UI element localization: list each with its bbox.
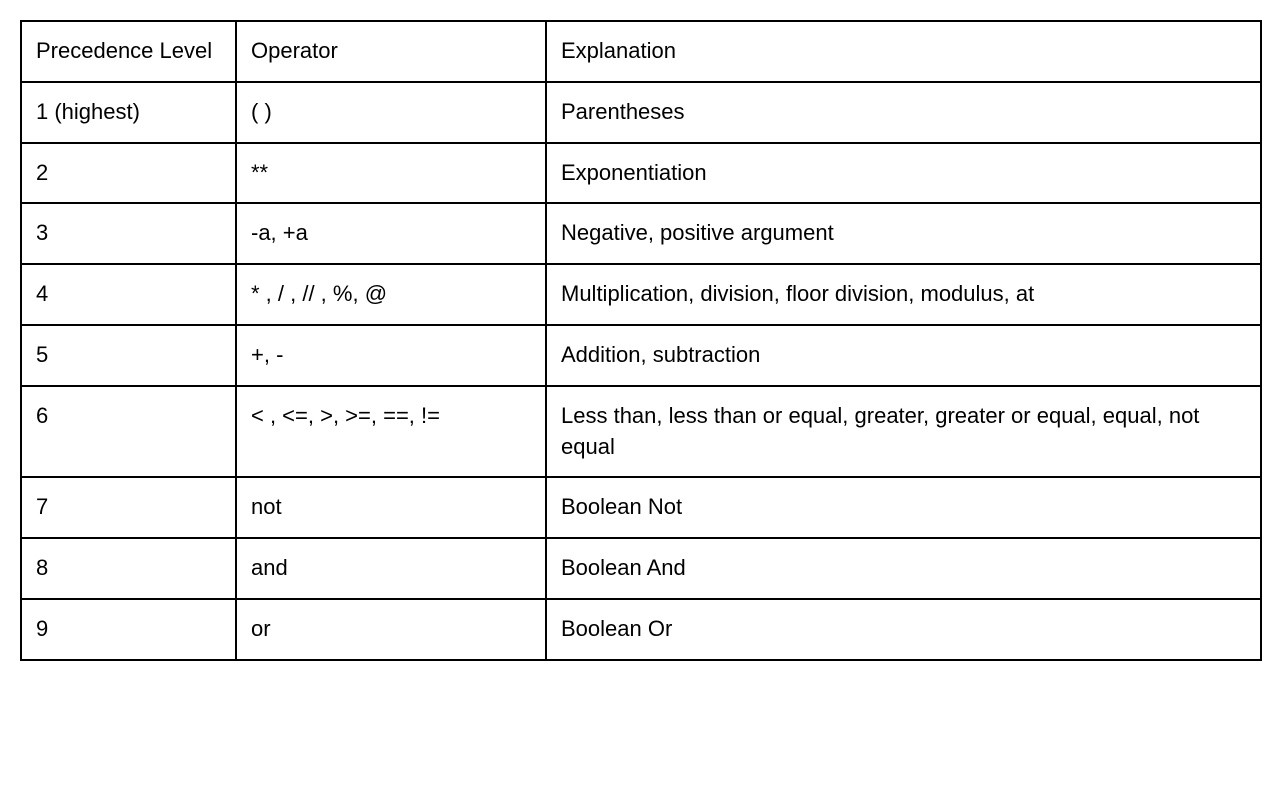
cell-explanation: Boolean Not: [546, 477, 1261, 538]
cell-explanation: Multiplication, division, floor division…: [546, 264, 1261, 325]
cell-operator: * , / , // , %, @: [236, 264, 546, 325]
cell-operator: or: [236, 599, 546, 660]
table-row: 6 < , <=, >, >=, ==, != Less than, less …: [21, 386, 1261, 478]
table-row: 3 -a, +a Negative, positive argument: [21, 203, 1261, 264]
table-row: 1 (highest) ( ) Parentheses: [21, 82, 1261, 143]
cell-explanation: Less than, less than or equal, greater, …: [546, 386, 1261, 478]
header-operator: Operator: [236, 21, 546, 82]
table-row: 2 ** Exponentiation: [21, 143, 1261, 204]
precedence-table: Precedence Level Operator Explanation 1 …: [20, 20, 1262, 661]
table-row: 4 * , / , // , %, @ Multiplication, divi…: [21, 264, 1261, 325]
cell-explanation: Negative, positive argument: [546, 203, 1261, 264]
cell-level: 3: [21, 203, 236, 264]
cell-explanation: Parentheses: [546, 82, 1261, 143]
cell-level: 5: [21, 325, 236, 386]
table-row: 7 not Boolean Not: [21, 477, 1261, 538]
table-row: 5 +, - Addition, subtraction: [21, 325, 1261, 386]
cell-operator: < , <=, >, >=, ==, !=: [236, 386, 546, 478]
cell-explanation: Exponentiation: [546, 143, 1261, 204]
cell-level: 7: [21, 477, 236, 538]
cell-explanation: Boolean Or: [546, 599, 1261, 660]
cell-operator: not: [236, 477, 546, 538]
cell-level: 9: [21, 599, 236, 660]
cell-level: 4: [21, 264, 236, 325]
cell-operator: ( ): [236, 82, 546, 143]
cell-level: 1 (highest): [21, 82, 236, 143]
table-row: 9 or Boolean Or: [21, 599, 1261, 660]
cell-level: 8: [21, 538, 236, 599]
header-explanation: Explanation: [546, 21, 1261, 82]
cell-explanation: Boolean And: [546, 538, 1261, 599]
cell-operator: **: [236, 143, 546, 204]
cell-operator: -a, +a: [236, 203, 546, 264]
table-row: 8 and Boolean And: [21, 538, 1261, 599]
header-precedence-level: Precedence Level: [21, 21, 236, 82]
cell-operator: +, -: [236, 325, 546, 386]
cell-level: 6: [21, 386, 236, 478]
cell-operator: and: [236, 538, 546, 599]
table-header-row: Precedence Level Operator Explanation: [21, 21, 1261, 82]
cell-level: 2: [21, 143, 236, 204]
cell-explanation: Addition, subtraction: [546, 325, 1261, 386]
